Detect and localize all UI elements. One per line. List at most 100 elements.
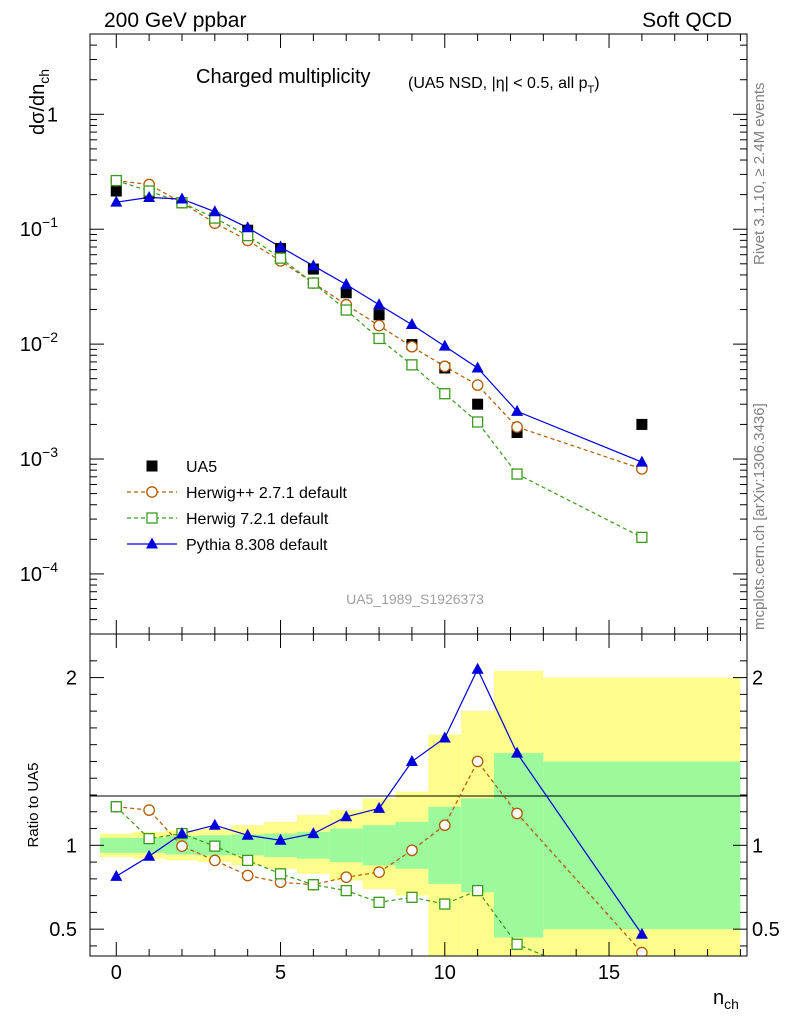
header-left-label: 200 GeV ppbar [104, 9, 246, 32]
ratio-point-herwig-2-7-1-default [373, 866, 385, 878]
main-ylabel-text: dσ/dn [27, 84, 49, 135]
ratio-point-pythia-8-308-default [511, 746, 524, 758]
main-point-herwig-7-2-1-default [636, 531, 648, 544]
main-point-pythia-8-308-default [274, 240, 287, 252]
ratio-point-herwig-7-2-1-default [143, 832, 155, 845]
legend-label: Herwig 7.2.1 default [186, 511, 329, 528]
main-panel: 1 10−1 10−2 10−3 10−4 dσ/dnch Charged multip… [20, 33, 748, 635]
ratio-xlabel-text: n [713, 987, 724, 1009]
ratio-point-pythia-8-308-default [340, 810, 353, 822]
ratio-point-herwig-7-2-1-default [274, 868, 287, 880]
main-point-herwig-2-7-1-default [406, 340, 418, 353]
ratio-y-tick-label-right: 1 [752, 835, 763, 857]
ratio-band-inner [231, 834, 265, 856]
ratio-x-tick-label: 15 [598, 962, 620, 984]
ratio-point-pythia-8-308-default [274, 833, 287, 845]
ratio-point-herwig-2-7-1-default [143, 804, 155, 816]
ratio-x-tick-label: 5 [275, 962, 286, 984]
ratio-point-herwig-2-7-1-default [208, 854, 221, 867]
main-point-pythia-8-308-default [511, 404, 524, 416]
ratio-uncertainty-bands [99, 670, 741, 956]
ratio-line-herwig-2-7-1-default [116, 760, 643, 954]
ratio-x-tick-label: 0 [111, 962, 122, 984]
ratio-point-herwig-2-7-1-default [438, 819, 451, 832]
main-point-herwig-2-7-1-default [471, 379, 484, 391]
legend-marker [146, 537, 158, 549]
ratio-point-herwig-2-7-1-default [406, 844, 418, 857]
ratio-point-herwig-2-7-1-default [636, 946, 648, 956]
main-point-pythia-8-308-default [307, 259, 320, 271]
main-point-pythia-8-308-default [143, 190, 156, 202]
ratio-axis-ticks: 0 5 10 15 0.5 0.5 1 1 2 2 [49, 634, 780, 984]
ratio-point-herwig-2-7-1-default [340, 871, 353, 884]
analysis-watermark: UA5_1989_S1926373 [346, 591, 484, 607]
ratio-point-herwig-7-2-1-default [511, 938, 523, 950]
main-point-pythia-8-308-default [405, 318, 418, 330]
legend-marker [146, 512, 158, 524]
main-point-ua5 [373, 309, 385, 321]
ratio-band-inner [329, 828, 363, 863]
chart-subtitle-tail: ) [594, 75, 599, 92]
ratio-point-pythia-8-308-default [241, 828, 254, 840]
main-point-ua5 [472, 398, 484, 410]
ratio-point-pythia-8-308-default [208, 818, 221, 830]
ratio-point-herwig-2-7-1-default [511, 807, 523, 820]
ratio-band-inner [362, 825, 396, 866]
legend-label: UA5 [186, 459, 217, 476]
main-y-tick-label: 1 [47, 104, 58, 126]
ratio-point-pythia-8-308-default [471, 662, 484, 674]
ratio-y-tick-label-right: 2 [752, 668, 763, 690]
ratio-point-herwig-7-2-1-default [242, 854, 254, 867]
ratio-y-tick-label: 2 [66, 668, 77, 690]
main-point-pythia-8-308-default [241, 221, 254, 233]
legend-item-pythia-8-308-default: Pythia 8.308 default [127, 537, 328, 554]
legend-item-herwig-2-7-1-default: Herwig++ 2.7.1 default [127, 485, 348, 502]
ratio-band-inner [428, 806, 462, 884]
main-point-herwig-7-2-1-default [406, 359, 418, 371]
chart-subtitle-text: (UA5 NSD, |η| < 0.5, all p [408, 75, 588, 92]
main-point-pythia-8-308-default [373, 298, 386, 310]
ratio-point-herwig-7-2-1-default [471, 884, 484, 897]
legend-marker [146, 486, 158, 498]
ratio-band-inner [461, 798, 495, 893]
ratio-point-pythia-8-308-default [635, 927, 648, 939]
chart-subtitle: (UA5 NSD, |η| < 0.5, all pT) [408, 75, 600, 96]
ratio-band-inner [99, 837, 133, 853]
ratio-xlabel: nch [713, 987, 739, 1012]
ratio-y-tick-label-right: 0.5 [752, 919, 780, 941]
legend: UA5 Herwig++ 2.7.1 default Herwig 7.2.1 de… [127, 459, 348, 554]
ratio-point-herwig-2-7-1-default [471, 755, 484, 768]
ratio-point-pythia-8-308-default [405, 754, 418, 766]
ratio-point-pythia-8-308-default [307, 827, 320, 839]
main-point-herwig-7-2-1-default [511, 468, 523, 480]
main-point-pythia-8-308-default [208, 205, 221, 217]
main-point-herwig-7-2-1-default [274, 252, 287, 264]
main-point-herwig-7-2-1-default [373, 332, 385, 345]
main-y-tick-label: 10−1 [20, 214, 58, 241]
main-y-tick-label: 10−3 [20, 444, 58, 471]
legend-marker [146, 460, 158, 472]
legend-item-ua5: UA5 [146, 459, 217, 476]
chart-subtitle-subscript: T [588, 84, 595, 96]
main-ylabel: dσ/dnch [27, 69, 52, 135]
legend-item-herwig-7-2-1-default: Herwig 7.2.1 default [127, 511, 329, 528]
legend-label: Herwig++ 2.7.1 default [186, 485, 348, 502]
ratio-x-tick-label: 10 [434, 962, 456, 984]
ratio-point-pythia-8-308-default [110, 869, 123, 881]
main-point-pythia-8-308-default [635, 455, 648, 467]
ratio-panel: 0 5 10 15 0.5 0.5 1 1 2 2 Ratio to UA5 nch [25, 633, 780, 1012]
ratio-point-herwig-2-7-1-default [241, 869, 254, 882]
ratio-band-inner [132, 837, 166, 853]
ratio-point-herwig-7-2-1-default [439, 898, 451, 910]
legend-label: Pythia 8.308 default [186, 537, 328, 554]
main-y-tick-label: 10−4 [20, 559, 58, 586]
main-point-herwig-7-2-1-default [439, 388, 451, 400]
ratio-point-herwig-7-2-1-default [373, 896, 385, 908]
main-point-ua5 [110, 185, 122, 197]
ratio-band-inner [494, 753, 544, 938]
ratio-y-tick-label: 1 [66, 835, 77, 857]
main-point-ua5 [636, 418, 648, 430]
main-point-pythia-8-308-default [340, 278, 353, 290]
ratio-y-tick-label: 0.5 [49, 919, 77, 941]
